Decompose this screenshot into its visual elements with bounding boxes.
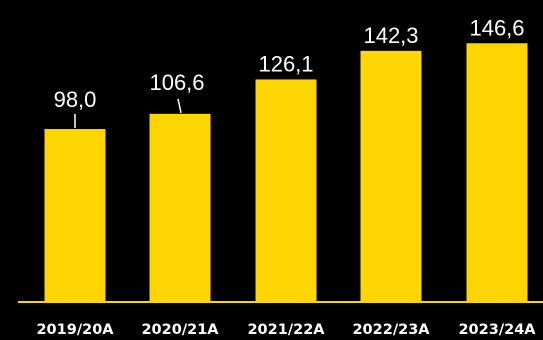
leader-lines-layer bbox=[74, 98, 182, 129]
value-label: 142,3 bbox=[363, 23, 418, 48]
bar-2023-24A bbox=[466, 43, 528, 302]
bar-2019-20A bbox=[44, 129, 106, 302]
leader-line bbox=[177, 98, 182, 114]
x-tick-label: 2020/21A bbox=[141, 322, 219, 338]
value-labels-layer: 98,0 106,6 126,1 142,3 146,6 bbox=[54, 15, 525, 112]
bar-2020-21A bbox=[149, 113, 211, 302]
x-tick-label: 2021/22A bbox=[247, 322, 325, 338]
value-label: 146,6 bbox=[469, 15, 524, 40]
bar-2022-23A bbox=[360, 50, 422, 302]
x-tick-label: 2022/23A bbox=[352, 322, 430, 338]
x-axis-tick-labels: 2019/20A 2020/21A 2021/22A 2022/23A 2023/24A bbox=[36, 322, 536, 338]
x-tick-label: 2023/24A bbox=[458, 322, 536, 338]
bar-2021-22A bbox=[255, 79, 317, 302]
value-label: 126,1 bbox=[258, 51, 313, 76]
value-label: 98,0 bbox=[54, 87, 97, 112]
bars-layer bbox=[44, 43, 528, 302]
x-tick-label: 2019/20A bbox=[36, 322, 114, 338]
value-label: 106,6 bbox=[149, 70, 204, 95]
